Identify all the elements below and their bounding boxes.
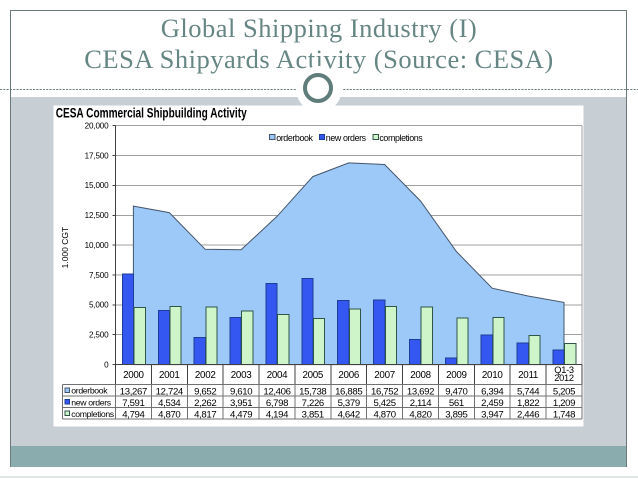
svg-text:2000: 2000 — [123, 370, 144, 381]
svg-text:3,895: 3,895 — [445, 410, 467, 421]
svg-text:4,534: 4,534 — [158, 398, 181, 409]
svg-text:orderbook: orderbook — [276, 133, 313, 143]
svg-text:2004: 2004 — [267, 370, 288, 381]
svg-text:2009: 2009 — [446, 370, 467, 381]
svg-text:2,446: 2,446 — [517, 410, 539, 421]
svg-text:2003: 2003 — [231, 370, 252, 381]
svg-text:orderbook: orderbook — [71, 386, 108, 396]
svg-text:4,194: 4,194 — [266, 410, 289, 421]
svg-text:CESA Commercial Shipbuilding A: CESA Commercial Shipbuilding Activity — [56, 105, 247, 120]
svg-text:4,794: 4,794 — [122, 410, 145, 421]
svg-text:3,851: 3,851 — [302, 410, 324, 421]
svg-text:4,642: 4,642 — [338, 410, 360, 421]
svg-text:5,000: 5,000 — [89, 301, 109, 310]
svg-text:2012: 2012 — [554, 373, 574, 383]
svg-text:4,870: 4,870 — [158, 410, 180, 421]
svg-text:13,692: 13,692 — [407, 387, 434, 398]
svg-text:4,820: 4,820 — [409, 410, 431, 421]
svg-text:2006: 2006 — [338, 370, 359, 381]
svg-text:2,114: 2,114 — [410, 398, 433, 409]
svg-text:9,610: 9,610 — [230, 387, 252, 398]
svg-text:5,744: 5,744 — [517, 387, 540, 398]
svg-text:1,822: 1,822 — [517, 398, 539, 409]
svg-text:4,870: 4,870 — [373, 410, 395, 421]
svg-text:15,738: 15,738 — [299, 387, 326, 398]
svg-text:7,500: 7,500 — [89, 271, 109, 280]
svg-text:10,000: 10,000 — [85, 241, 110, 250]
svg-text:3,951: 3,951 — [230, 398, 252, 409]
svg-text:Q1-3: Q1-3 — [554, 365, 574, 375]
svg-text:12,724: 12,724 — [156, 387, 184, 398]
svg-text:5,425: 5,425 — [373, 398, 395, 409]
svg-text:12,406: 12,406 — [263, 387, 290, 398]
svg-text:7,591: 7,591 — [122, 398, 144, 409]
svg-text:3,947: 3,947 — [481, 410, 503, 421]
svg-text:2011: 2011 — [518, 370, 538, 381]
svg-text:0: 0 — [104, 360, 109, 369]
svg-text:2,262: 2,262 — [194, 398, 216, 409]
svg-text:2008: 2008 — [410, 370, 431, 381]
svg-text:5,205: 5,205 — [553, 387, 575, 398]
svg-text:completions: completions — [379, 133, 423, 143]
svg-text:12,500: 12,500 — [85, 211, 110, 220]
svg-text:9,652: 9,652 — [194, 387, 216, 398]
svg-text:13,267: 13,267 — [120, 387, 147, 398]
svg-text:2007: 2007 — [374, 370, 395, 381]
svg-text:completions: completions — [71, 409, 115, 419]
svg-text:561: 561 — [449, 398, 464, 409]
svg-text:5,379: 5,379 — [338, 398, 360, 409]
svg-text:1.000 CGT: 1.000 CGT — [60, 227, 70, 269]
svg-text:new orders: new orders — [326, 133, 367, 143]
svg-text:2,500: 2,500 — [89, 331, 109, 340]
svg-text:2005: 2005 — [302, 370, 323, 381]
svg-text:6,798: 6,798 — [266, 398, 288, 409]
svg-text:2002: 2002 — [195, 370, 216, 381]
svg-text:15,000: 15,000 — [85, 181, 110, 190]
svg-text:2001: 2001 — [159, 370, 180, 381]
svg-text:16,885: 16,885 — [335, 387, 362, 398]
svg-text:1,748: 1,748 — [553, 410, 575, 421]
svg-text:2010: 2010 — [482, 370, 503, 381]
svg-text:1,209: 1,209 — [553, 398, 575, 409]
svg-text:17,500: 17,500 — [85, 151, 110, 160]
svg-text:4,817: 4,817 — [194, 410, 216, 421]
svg-text:6,394: 6,394 — [481, 387, 504, 398]
svg-text:7,226: 7,226 — [302, 398, 324, 409]
svg-text:new orders: new orders — [71, 397, 111, 407]
svg-text:9,470: 9,470 — [445, 387, 467, 398]
svg-text:20,000: 20,000 — [85, 122, 110, 131]
svg-text:2,459: 2,459 — [481, 398, 503, 409]
svg-text:4,479: 4,479 — [230, 410, 252, 421]
svg-text:16,752: 16,752 — [371, 387, 398, 398]
